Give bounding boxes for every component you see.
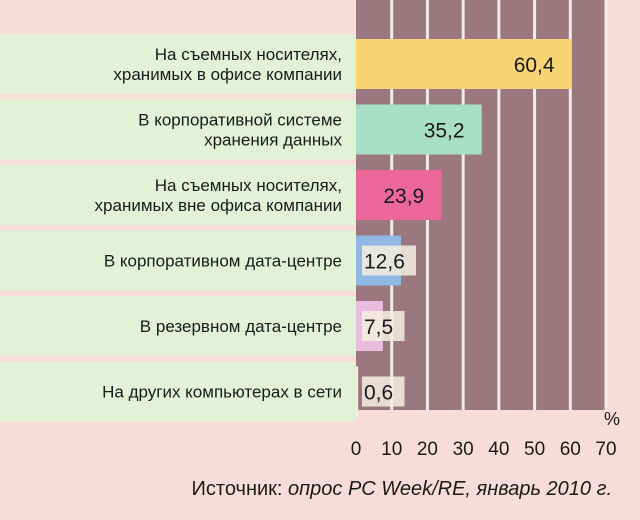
x-tick-label-20: 20 <box>417 439 438 460</box>
value-label-4: 7,5 <box>364 316 393 339</box>
value-label-5: 0,6 <box>364 382 393 405</box>
category-label-1-0: В корпоративной системе <box>138 111 342 130</box>
x-tick-label-30: 30 <box>453 439 474 460</box>
value-label-bg-4 <box>362 311 405 341</box>
label-band-5 <box>0 361 356 422</box>
category-label-0-1: хранимых в офисе компании <box>113 65 342 84</box>
x-tick-label-0: 0 <box>351 439 362 460</box>
label-band-0 <box>0 34 356 94</box>
unit-label: % <box>604 409 620 429</box>
label-band-1 <box>0 99 356 160</box>
value-label-3: 12,6 <box>364 251 405 274</box>
bar-2 <box>356 170 442 220</box>
x-tick-label-40: 40 <box>488 439 509 460</box>
category-label-1-1: хранения данных <box>204 131 342 150</box>
source-note: Источник: опрос PC Week/RE, январь 2010 … <box>192 478 612 501</box>
category-label-0-0: На съемных носителях, <box>155 45 342 64</box>
category-label-2-0: На съемных носителях, <box>155 176 342 195</box>
label-band-2 <box>0 165 356 225</box>
label-band-4 <box>0 296 356 356</box>
x-tick-label-60: 60 <box>560 439 581 460</box>
source-text: опрос PC Week/RE, январь 2010 г. <box>288 478 612 500</box>
x-tick-label-50: 50 <box>524 439 545 460</box>
x-tick-label-70: 70 <box>595 439 616 460</box>
value-label-0: 60,4 <box>514 54 555 77</box>
category-label-5-0: На других компьютерах в сети <box>102 383 342 402</box>
x-tick-label-10: 10 <box>381 439 402 460</box>
value-label-2: 23,9 <box>383 185 424 208</box>
source-prefix: Источник: <box>191 478 289 500</box>
bar-5 <box>356 366 359 417</box>
bar-0 <box>356 39 572 89</box>
category-label-4-0: В резервном дата-центре <box>140 317 342 336</box>
value-label-bg-5 <box>362 376 405 407</box>
label-band-3 <box>0 230 356 291</box>
value-label-bg-3 <box>362 245 416 276</box>
category-label-3-0: В корпоративном дата-центре <box>104 252 342 271</box>
category-label-2-1: хранимых вне офиса компании <box>95 196 342 215</box>
bar-1 <box>356 104 482 155</box>
value-label-1: 35,2 <box>424 120 465 143</box>
